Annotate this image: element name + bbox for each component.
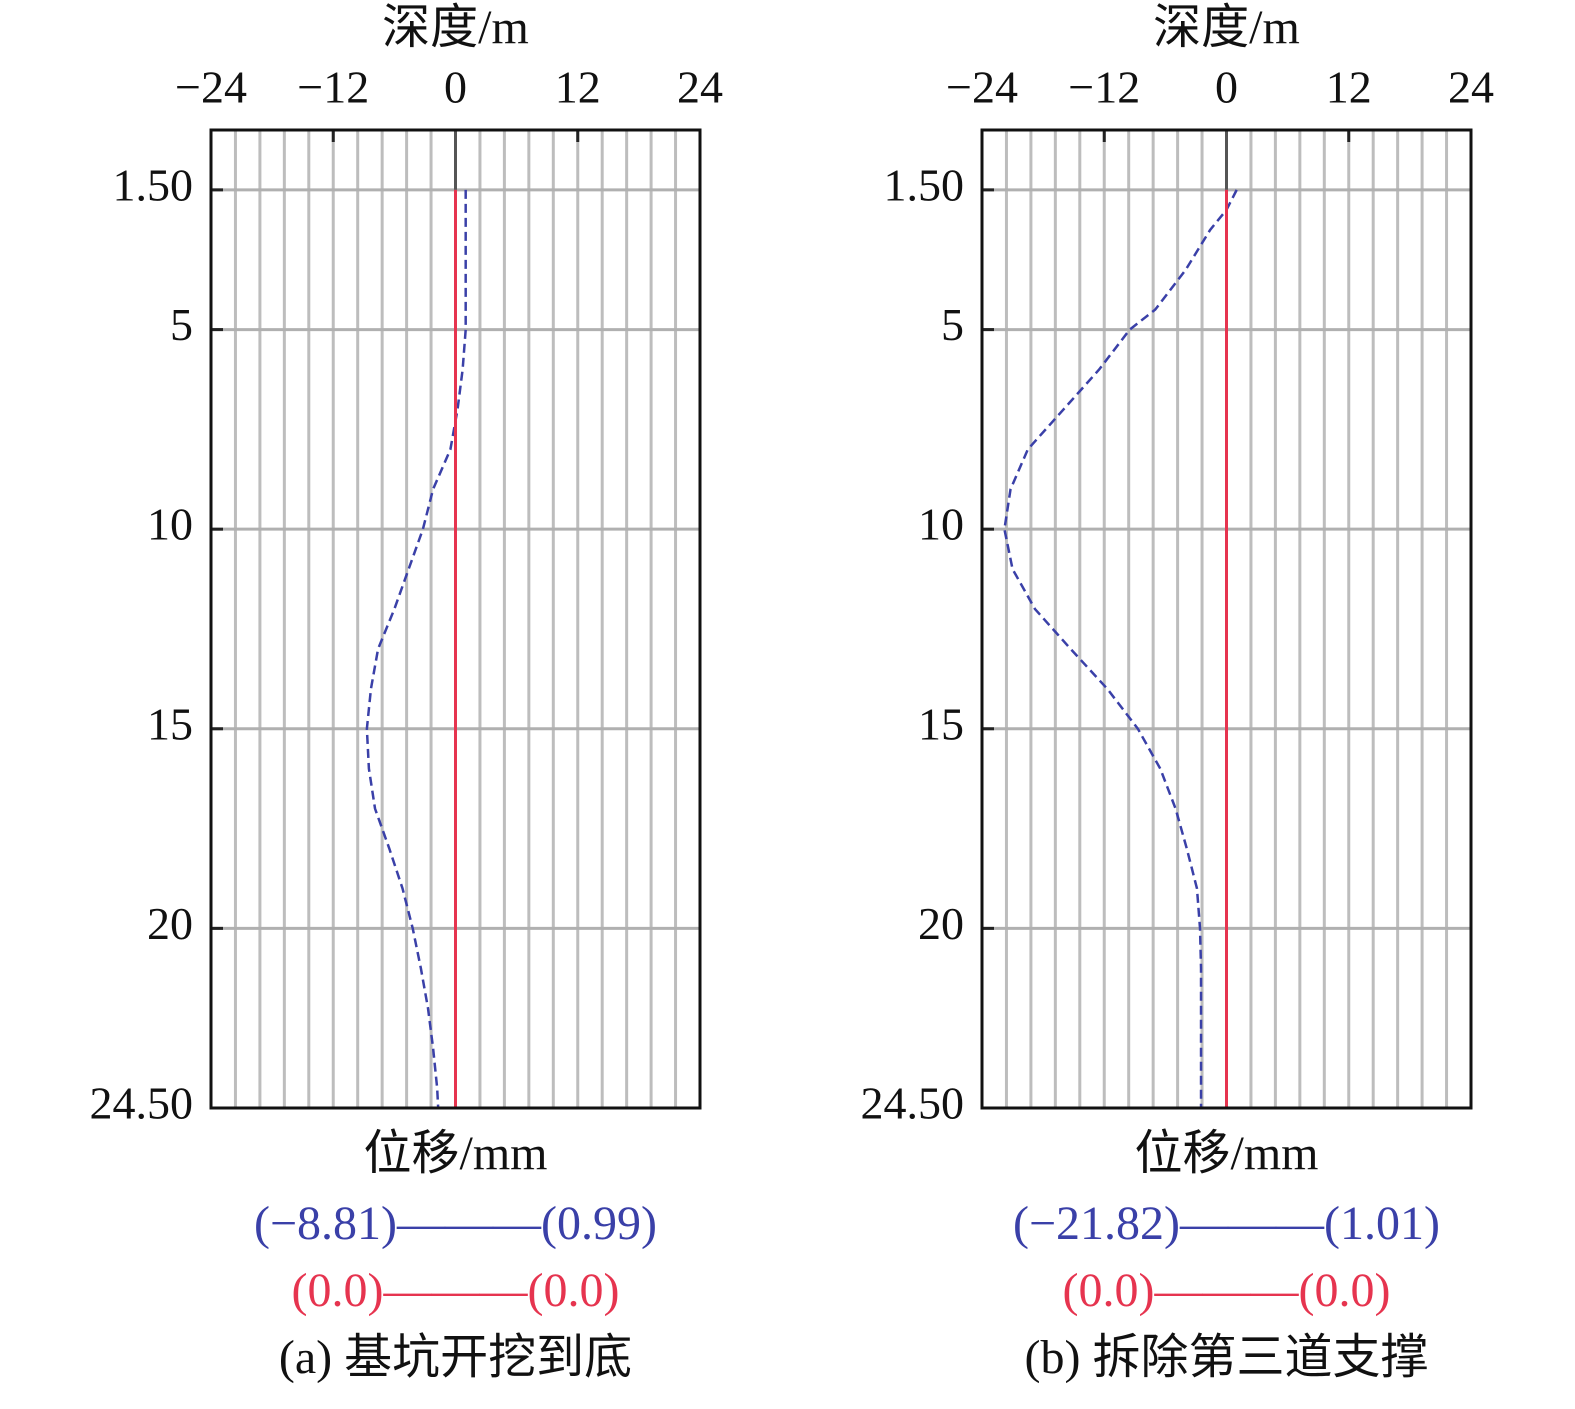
x-axis-label: 位移/mm	[1134, 1127, 1318, 1180]
caption: (b) 拆除第三道支撑	[1025, 1331, 1429, 1384]
y-tick-label: 24.50	[861, 1078, 965, 1129]
x-tick-label: 0	[1215, 62, 1238, 113]
y-tick-label: 1.50	[884, 159, 965, 210]
plot-frame	[980, 128, 1473, 1110]
data-line	[365, 189, 467, 1109]
x-tick-label: 12	[555, 62, 601, 113]
y-tick-label: 10	[147, 499, 193, 550]
y-tick-label: 5	[941, 299, 964, 350]
plot-frame	[209, 128, 702, 1110]
legend-label: (−21.82)———(1.01)	[1013, 1197, 1440, 1250]
legend-label: (−8.81)———(0.99)	[254, 1197, 657, 1250]
x-tick-label: −24	[946, 62, 1018, 113]
y-tick-label: 20	[147, 898, 193, 949]
y-tick-label: 10	[918, 499, 964, 550]
y-tick-label: 15	[147, 698, 193, 749]
x-tick-label: −24	[175, 62, 247, 113]
y-tick-label: 1.50	[113, 159, 194, 210]
y-tick-label: 24.50	[90, 1078, 194, 1129]
x-tick-label: −12	[1068, 62, 1140, 113]
legend-label: (0.0)———(0.0)	[1063, 1264, 1391, 1317]
y-tick-label: 15	[918, 698, 964, 749]
legend-label: (0.0)———(0.0)	[292, 1264, 620, 1317]
y-axis-label: 深度/m	[382, 1, 529, 54]
y-tick-label: 20	[918, 898, 964, 949]
y-axis-label: 深度/m	[1153, 1, 1300, 54]
caption: (a) 基坑开挖到底	[279, 1331, 632, 1384]
x-axis-label: 位移/mm	[363, 1127, 547, 1180]
x-tick-label: 12	[1326, 62, 1372, 113]
x-tick-label: 0	[444, 62, 467, 113]
x-tick-label: 24	[1448, 62, 1494, 113]
x-tick-label: 24	[677, 62, 723, 113]
x-tick-label: −12	[297, 62, 369, 113]
data-line	[1003, 189, 1238, 1108]
y-tick-label: 5	[170, 299, 193, 350]
